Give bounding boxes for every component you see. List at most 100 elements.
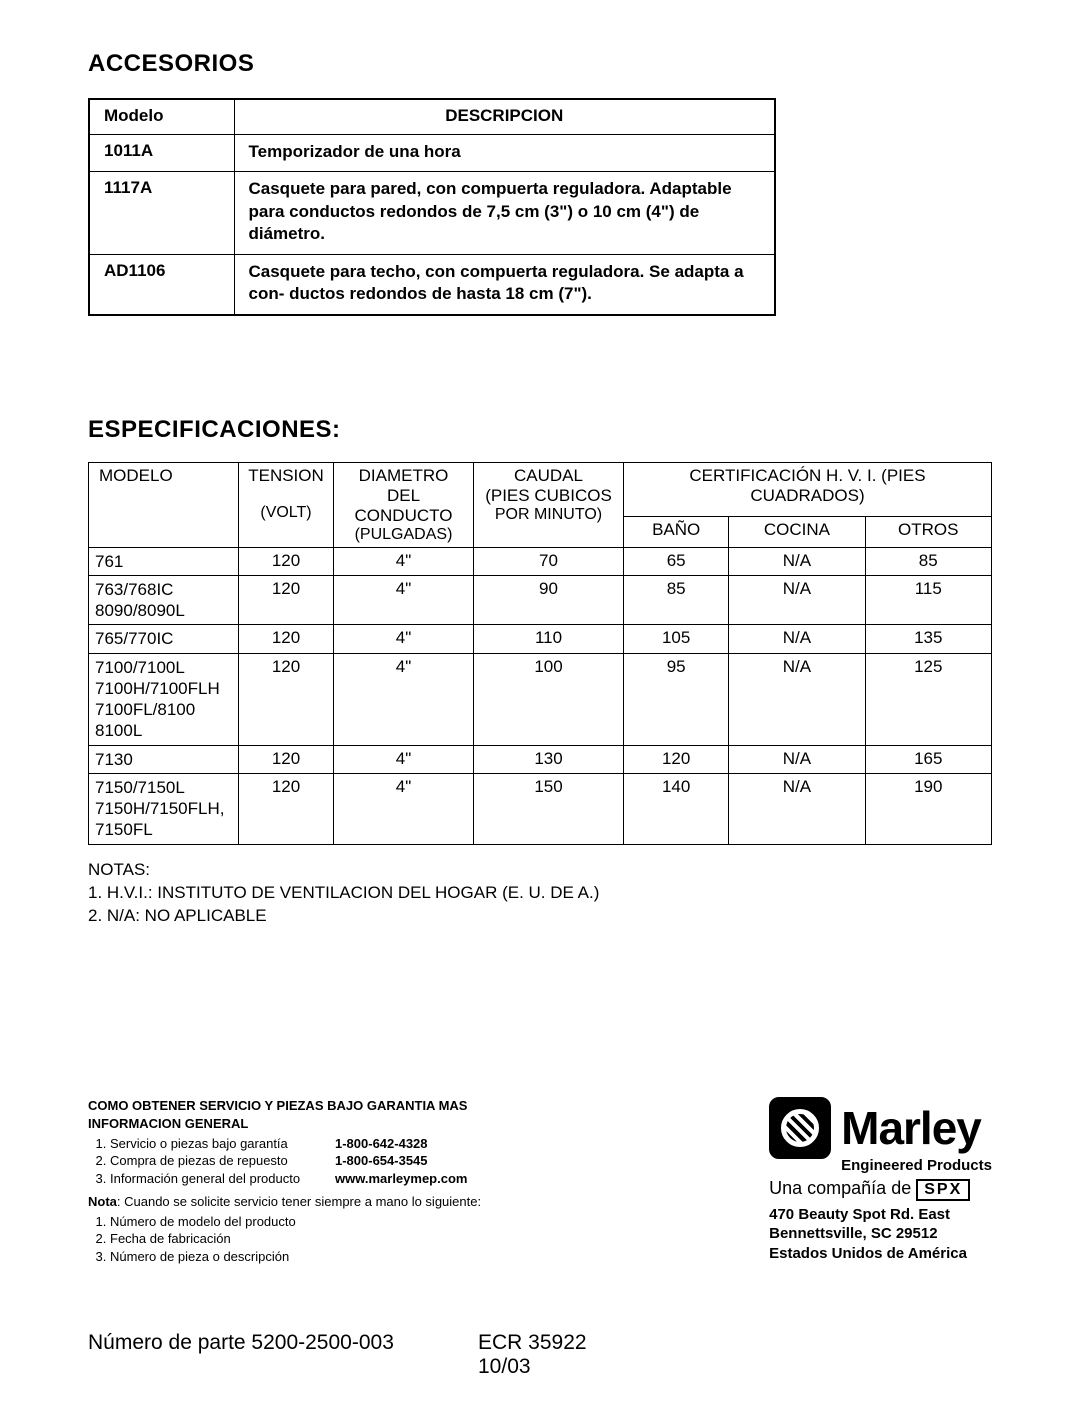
spec-cell-other: 165: [865, 745, 992, 773]
spec-cell-model: 761: [89, 547, 239, 575]
spec-cell-diam: 4": [334, 653, 474, 745]
spec-cell-other: 135: [865, 625, 992, 653]
spec-cell-other: 85: [865, 547, 992, 575]
spec-cell-kitchen: N/A: [729, 653, 865, 745]
service-nota-item: Número de pieza o descripción: [110, 1248, 481, 1266]
footer-date: 10/03: [478, 1355, 992, 1379]
spec-cell-bath: 85: [624, 575, 729, 625]
spec-h-volt-top: TENSION: [245, 466, 327, 486]
spec-cell-kitchen: N/A: [729, 773, 865, 844]
spec-h-other: OTROS: [865, 516, 992, 547]
spec-cell-volt: 120: [239, 575, 334, 625]
spec-h-model: MODELO: [89, 462, 239, 547]
footer-part-number: Número de parte 5200-2500-003: [88, 1331, 478, 1379]
spec-cell-cfm: 150: [474, 773, 624, 844]
brand-block: Marley Engineered Products Una compañía …: [769, 1097, 992, 1263]
service-nota-h: Nota: [88, 1194, 117, 1209]
footer-ecr: ECR 35922: [478, 1331, 992, 1355]
spec-h-cfm: CAUDAL (PIES CUBICOS POR MINUTO): [474, 462, 624, 547]
spec-cell-volt: 120: [239, 745, 334, 773]
spec-cell-kitchen: N/A: [729, 547, 865, 575]
brand-subtitle: Engineered Products: [841, 1157, 992, 1174]
accesorios-title: ACCESORIOS: [88, 50, 992, 78]
spec-row: 765/770IC1204"110105N/A135: [89, 625, 992, 653]
spec-h-kitchen: COCINA: [729, 516, 865, 547]
acc-header-desc: DESCRIPCION: [234, 99, 775, 135]
acc-header-model: Modelo: [89, 99, 234, 135]
spec-cell-cfm: 90: [474, 575, 624, 625]
service-nota-item: Fecha de fabricación: [110, 1230, 481, 1248]
spec-cell-cfm: 70: [474, 547, 624, 575]
brand-addr-2: Bennettsville, SC 29512: [769, 1224, 992, 1244]
spec-cell-kitchen: N/A: [729, 745, 865, 773]
spec-cell-bath: 105: [624, 625, 729, 653]
especificaciones-table: MODELO TENSION (VOLT) DIAMETRO DEL CONDU…: [88, 462, 992, 845]
spec-cell-diam: 4": [334, 745, 474, 773]
service-nota-t: : Cuando se solicite servicio tener siem…: [117, 1194, 481, 1209]
spec-h-diam-top: DIAMETRO DEL: [340, 466, 467, 506]
service-item-value: 1-800-642-4328: [335, 1135, 428, 1153]
spec-h-bath: BAÑO: [624, 516, 729, 547]
spec-cell-volt: 120: [239, 653, 334, 745]
spec-cell-other: 125: [865, 653, 992, 745]
spec-h-diam-mid: CONDUCTO: [340, 506, 467, 526]
notes-line-1: 1. H.V.I.: INSTITUTO DE VENTILACION DEL …: [88, 882, 992, 905]
spec-cell-diam: 4": [334, 547, 474, 575]
spec-h-cfm-top: CAUDAL: [480, 466, 617, 486]
spec-row: 71301204"130120N/A165: [89, 745, 992, 773]
service-item-value: 1-800-654-3545: [335, 1152, 428, 1170]
service-heading-1: COMO OBTENER SERVICIO Y PIEZAS BAJO GARA…: [88, 1097, 481, 1115]
page: ACCESORIOS Modelo DESCRIPCION 1011ATempo…: [0, 0, 1080, 1419]
brand-name: Marley: [841, 1108, 981, 1149]
spec-notes: NOTAS: 1. H.V.I.: INSTITUTO DE VENTILACI…: [88, 859, 992, 928]
service-list: Servicio o piezas bajo garantía1-800-642…: [110, 1135, 481, 1188]
brand-company-prefix: Una compañía de: [769, 1178, 916, 1198]
service-nota-item: Número de modelo del producto: [110, 1213, 481, 1231]
acc-cell-model: 1117A: [89, 172, 234, 254]
spec-cell-kitchen: N/A: [729, 625, 865, 653]
spec-cell-cfm: 100: [474, 653, 624, 745]
spec-h-diam-sub: (PULGADAS): [340, 526, 467, 544]
service-item-label: Compra de piezas de repuesto: [110, 1152, 335, 1170]
notes-heading: NOTAS:: [88, 859, 992, 882]
spec-cell-volt: 120: [239, 625, 334, 653]
spec-cell-other: 190: [865, 773, 992, 844]
service-nota-list: Número de modelo del productoFecha de fa…: [110, 1213, 481, 1266]
brand-company: Una compañía de SPX: [769, 1178, 992, 1200]
acc-cell-desc: Casquete para techo, con compuerta regul…: [234, 254, 775, 314]
service-item-label: Información general del producto: [110, 1170, 335, 1188]
spec-cell-bath: 140: [624, 773, 729, 844]
spec-cell-cfm: 110: [474, 625, 624, 653]
spec-cell-volt: 120: [239, 773, 334, 844]
spec-cell-model: 763/768IC 8090/8090L: [89, 575, 239, 625]
spec-cell-bath: 65: [624, 547, 729, 575]
spec-cell-diam: 4": [334, 575, 474, 625]
acc-row: AD1106Casquete para techo, con compuerta…: [89, 254, 775, 314]
spec-cell-cfm: 130: [474, 745, 624, 773]
spec-row: 7150/7150L 7150H/7150FLH, 7150FL1204"150…: [89, 773, 992, 844]
spec-h-cert: CERTIFICACIÓN H. V. I. (PIES CUADRADOS): [624, 462, 992, 516]
spec-cell-diam: 4": [334, 625, 474, 653]
spec-cell-diam: 4": [334, 773, 474, 844]
acc-cell-desc: Casquete para pared, con compuerta regul…: [234, 172, 775, 254]
acc-cell-model: 1011A: [89, 135, 234, 172]
spec-cell-model: 765/770IC: [89, 625, 239, 653]
spec-h-volt: TENSION (VOLT): [239, 462, 334, 547]
page-footer: Número de parte 5200-2500-003 ECR 35922 …: [88, 1331, 992, 1379]
spec-cell-model: 7130: [89, 745, 239, 773]
accesorios-table: Modelo DESCRIPCION 1011ATemporizador de …: [88, 98, 776, 316]
spec-cell-model: 7100/7100L 7100H/7100FLH 7100FL/8100 810…: [89, 653, 239, 745]
acc-row: 1011ATemporizador de una hora: [89, 135, 775, 172]
brand-company-box: SPX: [916, 1179, 970, 1201]
service-item-label: Servicio o piezas bajo garantía: [110, 1135, 335, 1153]
spec-cell-bath: 120: [624, 745, 729, 773]
acc-cell-model: AD1106: [89, 254, 234, 314]
acc-cell-desc: Temporizador de una hora: [234, 135, 775, 172]
service-nota: Nota: Cuando se solicite servicio tener …: [88, 1193, 481, 1211]
spec-h-volt-sub: (VOLT): [245, 504, 327, 522]
service-item-value: www.marleymep.com: [335, 1170, 467, 1188]
service-list-item: Servicio o piezas bajo garantía1-800-642…: [110, 1135, 481, 1153]
spec-row: 763/768IC 8090/8090L1204"9085N/A115: [89, 575, 992, 625]
spec-cell-bath: 95: [624, 653, 729, 745]
especificaciones-title: ESPECIFICACIONES:: [88, 416, 992, 444]
